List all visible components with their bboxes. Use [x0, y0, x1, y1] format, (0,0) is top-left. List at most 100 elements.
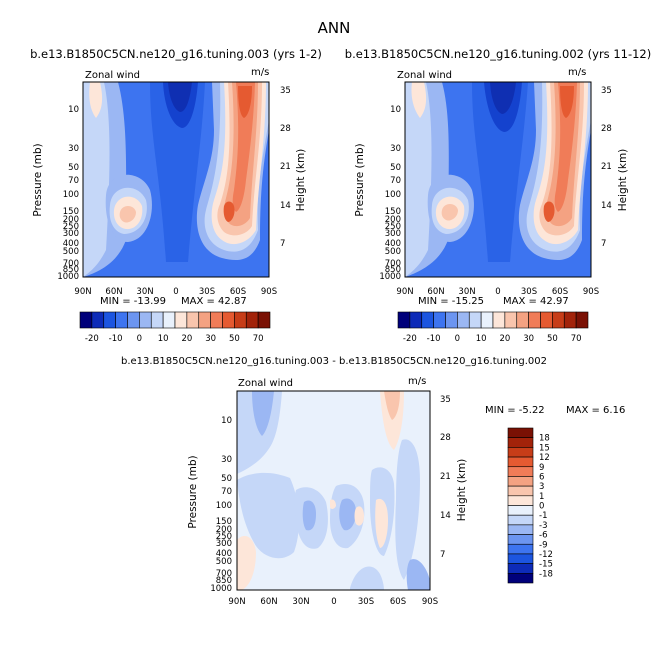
colorbar-label: 12: [539, 453, 550, 463]
panel-3-x-ticks: 90N 60N 30N 0 30S 60S 90S: [228, 597, 438, 607]
colorbar-box: [540, 311, 553, 329]
x-tick: 90N: [396, 287, 413, 297]
y-tick: 100: [385, 190, 401, 200]
y-tick: 250: [63, 222, 79, 232]
colorbar-box: [234, 311, 247, 329]
y-tick: 10: [221, 416, 232, 426]
panel-1-x-ticks: 90N 60N 30N 0 30S 60S 90S: [74, 287, 277, 297]
colorbar-label: 3: [539, 482, 544, 492]
y-tick: 200: [385, 215, 401, 225]
y-tick: 1000: [379, 272, 401, 282]
panel-2-y-axis-label: Pressure (mb): [354, 143, 366, 216]
y-tick: 300: [216, 539, 232, 549]
y2-tick: 35: [440, 395, 451, 405]
colorbar-box: [507, 553, 534, 564]
colorbar-label: 50: [547, 334, 558, 344]
x-tick: 0: [495, 287, 500, 297]
colorbar-box: [504, 311, 518, 329]
y-tick: 70: [221, 487, 232, 497]
colorbar-box: [492, 311, 506, 329]
colorbar-label: -3: [539, 521, 547, 531]
colorbar-label: 1: [539, 492, 544, 502]
colorbar-box: [198, 311, 211, 329]
colorbar-box: [421, 311, 434, 329]
colorbar-label: -15: [539, 560, 553, 570]
colorbar-box: [409, 311, 423, 329]
y2-tick: 21: [280, 162, 291, 172]
colorbar-label: 70: [253, 334, 264, 344]
colorbar-box: [516, 311, 529, 329]
y-tick: 200: [216, 525, 232, 535]
colorbar-box: [91, 311, 105, 329]
panel-2-units: m/s: [568, 67, 586, 78]
panel-2-x-ticks: 90N 60N 30N 0 30S 60S 90S: [396, 287, 599, 297]
panel-3-variable: Zonal wind: [238, 378, 293, 389]
panel-2-max: MAX = 42.97: [503, 296, 569, 307]
y-tick: 400: [216, 549, 232, 559]
y2-tick: 14: [601, 201, 612, 211]
colorbar-label: 15: [539, 443, 550, 453]
colorbar-label: 0: [455, 334, 460, 344]
colorbar-box: [257, 311, 271, 329]
colorbar-label: -12: [539, 550, 553, 560]
y-tick: 100: [216, 501, 232, 511]
y-tick: 400: [63, 239, 79, 249]
y-tick: 150: [216, 517, 232, 527]
colorbar-box: [507, 534, 534, 545]
colorbar-box: [507, 563, 534, 574]
y-tick: 300: [385, 229, 401, 239]
y2-tick: 35: [601, 86, 612, 96]
colorbar-label: 10: [476, 334, 487, 344]
x-tick: 90S: [422, 597, 438, 607]
y2-tick: 7: [440, 550, 445, 560]
x-tick: 30N: [292, 597, 309, 607]
colorbar-box: [507, 573, 534, 584]
y2-tick: 14: [440, 511, 451, 521]
y-tick: 70: [390, 176, 401, 186]
colorbar-box: [174, 311, 188, 329]
colorbar-box: [127, 311, 140, 329]
panel-3-max: MAX = 6.16: [566, 405, 625, 416]
panel-2-plot-frame: [404, 81, 592, 278]
y2-tick: 7: [601, 239, 606, 249]
colorbar-box: [222, 311, 235, 329]
panel-3-contour-field: [237, 391, 430, 590]
x-tick: 0: [173, 287, 178, 297]
panel-2-variable: Zonal wind: [397, 70, 452, 81]
colorbar-box: [507, 466, 534, 477]
y-tick: 100: [63, 190, 79, 200]
y-tick: 30: [221, 455, 232, 465]
colorbar-label: -1: [539, 511, 547, 521]
y-tick: 50: [390, 163, 401, 173]
x-tick: 60S: [390, 597, 406, 607]
colorbar-label: 20: [499, 334, 510, 344]
x-tick: 30S: [358, 597, 374, 607]
colorbar-box: [507, 447, 534, 458]
colorbar-box: [507, 505, 534, 516]
y-tick: 30: [68, 144, 79, 154]
y-tick: 500: [216, 557, 232, 567]
y2-tick: 14: [280, 201, 291, 211]
panel-3-y-axis-label: Pressure (mb): [187, 455, 199, 528]
colorbar-label: -9: [539, 540, 547, 550]
panel-3-title: b.e13.B1850C5CN.ne120_g16.tuning.003 - b…: [121, 356, 547, 367]
colorbar-box: [210, 311, 223, 329]
panel-3-y2-ticks: 35 28 21 14 7: [440, 395, 451, 560]
panel-1-min: MIN = -13.99: [100, 296, 166, 307]
colorbar-label: -18: [539, 569, 553, 579]
y-tick: 850: [63, 265, 79, 275]
y-tick: 200: [63, 215, 79, 225]
colorbar-box: [507, 495, 534, 506]
panel-1-colorbar: -20 -10 0 10 20 30 50 70: [79, 311, 271, 344]
y-tick: 850: [216, 576, 232, 586]
y-tick: 500: [385, 247, 401, 257]
colorbar-label: 70: [571, 334, 582, 344]
x-tick: 30S: [199, 287, 215, 297]
colorbar-label: -6: [539, 531, 547, 541]
y-tick: 700: [216, 569, 232, 579]
colorbar-box: [468, 311, 482, 329]
colorbar-box: [139, 311, 152, 329]
y-tick: 1000: [57, 272, 79, 282]
x-tick: 30N: [458, 287, 475, 297]
colorbar-label: 0: [137, 334, 142, 344]
